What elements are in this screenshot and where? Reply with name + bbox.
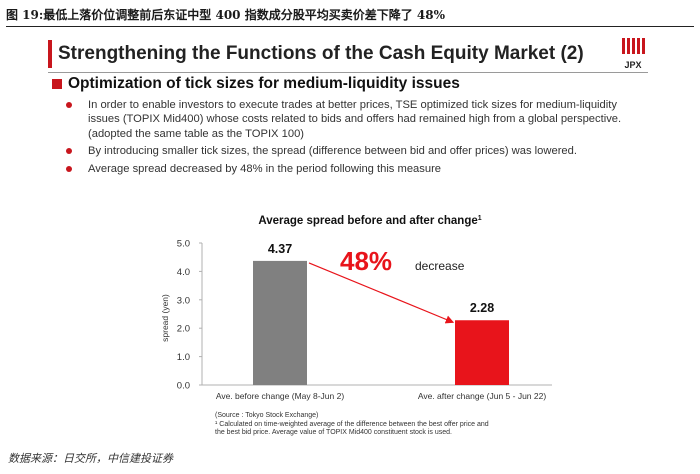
logo-bar-4 <box>637 38 640 54</box>
x-category-label: Ave. after change (Jun 5 - Jun 22) <box>418 391 547 401</box>
bullet-item: Average spread decreased by 48% in the p… <box>62 162 642 176</box>
bar-value-label: 4.37 <box>268 242 292 256</box>
bar-value-label: 2.28 <box>470 301 494 315</box>
bullet-text: In order to enable investors to execute … <box>88 99 622 140</box>
chart-title-superscript: 1 <box>478 215 482 222</box>
y-tick-label: 2.0 <box>177 324 190 335</box>
decrease-percent: 48% <box>340 246 392 276</box>
logo-bar-1 <box>622 38 625 54</box>
chart-footnote: (Source : Tokyo Stock Exchange) ¹ Calcul… <box>215 412 555 438</box>
bullet-text: By introducing smaller tick sizes, the s… <box>88 145 577 158</box>
section-title: Optimization of tick sizes for medium-li… <box>68 75 460 92</box>
logo-bar-2 <box>627 38 630 54</box>
bullet-dot-icon <box>66 165 72 172</box>
y-tick-label: 0.0 <box>177 381 190 392</box>
footnote-source: (Source : Tokyo Stock Exchange) <box>215 412 319 419</box>
logo-bar-3 <box>632 38 635 54</box>
decrease-arrow <box>308 262 455 324</box>
title-divider <box>48 72 648 73</box>
x-category-label: Ave. before change (May 8-Jun 2) <box>216 391 345 401</box>
bar <box>253 260 307 385</box>
bullet-list: In order to enable investors to execute … <box>62 98 642 179</box>
bullet-item: In order to enable investors to execute … <box>62 98 642 141</box>
bullet-dot-icon <box>66 102 72 108</box>
chart-title: Average spread before and after change1 <box>258 215 481 227</box>
bullet-text: Average spread decreased by 48% in the p… <box>88 162 442 175</box>
figure-caption: 图 19:最低上落价位调整前后东证中型 400 指数成分股平均买卖价差下降了 4… <box>6 4 694 27</box>
bullet-item: By introducing smaller tick sizes, the s… <box>62 144 642 158</box>
figure-source: 数据来源：日交所，中信建投证券 <box>8 452 173 465</box>
slide-title: Strengthening the Functions of the Cash … <box>58 43 584 64</box>
jpx-logo: JPX <box>622 38 645 70</box>
y-axis-label: spread (yen) <box>160 294 170 342</box>
footnote-line: the best bid price. Average value of TOP… <box>215 429 452 437</box>
y-tick-label: 4.0 <box>177 267 190 278</box>
bullet-dot-icon <box>66 148 72 155</box>
section-marker <box>52 79 62 89</box>
bar <box>455 320 509 385</box>
y-tick-label: 3.0 <box>177 295 190 306</box>
decrease-word: decrease <box>415 259 465 273</box>
logo-bar-5 <box>642 38 645 54</box>
footnote-line: ¹ Calculated on time-weighted average of… <box>215 420 489 428</box>
y-tick-label: 5.0 <box>177 239 190 250</box>
title-accent-bar <box>48 40 52 68</box>
y-tick-label: 1.0 <box>177 352 190 363</box>
logo-text: JPX <box>624 60 641 70</box>
slide: Strengthening the Functions of the Cash … <box>40 34 652 442</box>
spread-bar-chart: Average spread before and after change1 … <box>160 215 552 401</box>
